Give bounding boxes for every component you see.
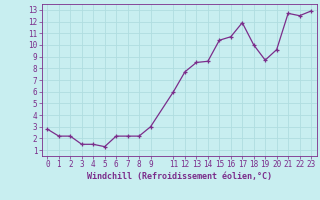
X-axis label: Windchill (Refroidissement éolien,°C): Windchill (Refroidissement éolien,°C): [87, 172, 272, 181]
